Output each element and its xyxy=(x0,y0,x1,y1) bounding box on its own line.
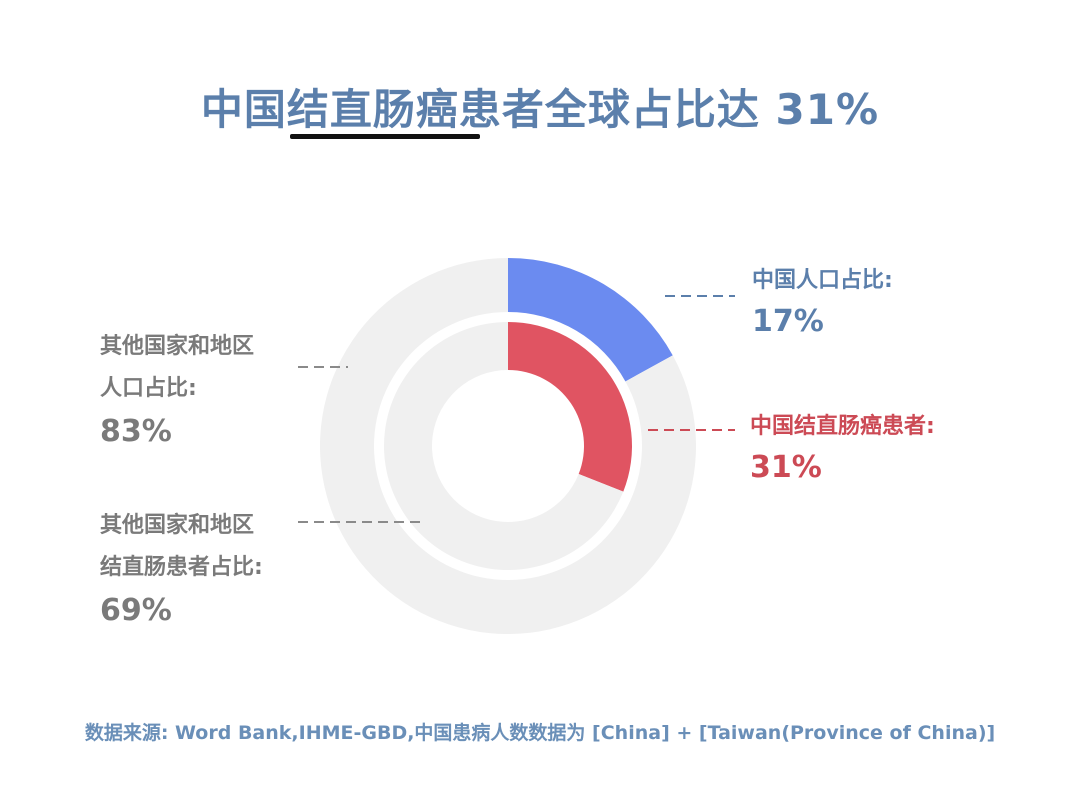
china-crc-label: 中国结直肠癌患者: xyxy=(750,414,935,439)
slice-outer-china xyxy=(508,258,673,382)
chart-title: 中国结直肠癌患者全球占比达 31% xyxy=(200,85,880,134)
other-crc-label-line1: 其他国家和地区 xyxy=(100,513,255,538)
other-pop-label-line2: 人口占比: xyxy=(100,376,197,401)
leader-lines xyxy=(298,295,735,523)
donut-rings xyxy=(319,258,696,634)
china-pop-label: 中国人口占比: xyxy=(752,268,893,293)
title-underline xyxy=(290,134,480,139)
slice-inner-china xyxy=(508,322,632,492)
other-crc-label-line2: 结直肠患者占比: xyxy=(100,555,263,580)
china-crc-value: 31% xyxy=(750,450,822,485)
other-pop-label-line1: 其他国家和地区 xyxy=(100,334,255,359)
other-pop-value: 83% xyxy=(100,414,172,449)
other-crc-value: 69% xyxy=(100,593,172,628)
data-source-note: 数据来源: Word Bank,IHME-GBD,中国患病人数数据为 [Chin… xyxy=(84,722,996,744)
china-pop-value: 17% xyxy=(752,304,824,339)
slice-inner-other xyxy=(384,322,624,570)
